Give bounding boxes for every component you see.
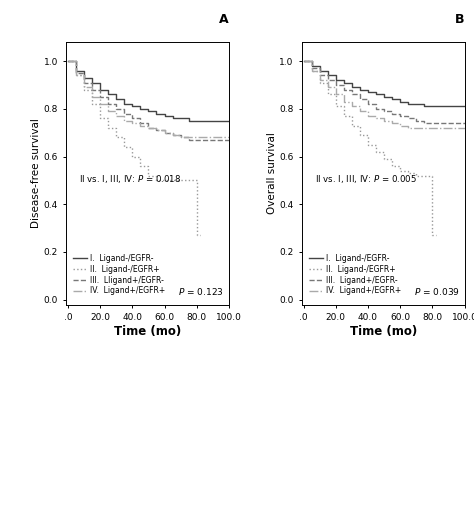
Text: II vs. I, III, IV: $\it{P}$ = 0.018: II vs. I, III, IV: $\it{P}$ = 0.018 [79, 173, 182, 185]
Y-axis label: Disease-free survival: Disease-free survival [31, 118, 41, 228]
Y-axis label: Overall survival: Overall survival [266, 132, 276, 214]
Legend: I.  Ligand-/EGFR-, II.  Ligand-/EGFR+, III.  Ligand+/EGFR-, IV.  Ligand+/EGFR+: I. Ligand-/EGFR-, II. Ligand-/EGFR+, III… [309, 254, 401, 296]
Text: B: B [455, 13, 465, 26]
X-axis label: Time (mo): Time (mo) [350, 324, 417, 338]
Text: $\it{P}$ = 0.123: $\it{P}$ = 0.123 [178, 286, 224, 297]
Text: A: A [219, 13, 229, 26]
X-axis label: Time (mo): Time (mo) [114, 324, 181, 338]
Text: II vs. I, III, IV: $\it{P}$ = 0.005: II vs. I, III, IV: $\it{P}$ = 0.005 [315, 173, 417, 185]
Text: $\it{P}$ = 0.039: $\it{P}$ = 0.039 [414, 286, 460, 297]
Legend: I.  Ligand-/EGFR-, II.  Ligand-/EGFR+, III.  Lligand+/EGFR-, IV.  Ligand+/EGFR+: I. Ligand-/EGFR-, II. Ligand-/EGFR+, III… [73, 254, 165, 296]
